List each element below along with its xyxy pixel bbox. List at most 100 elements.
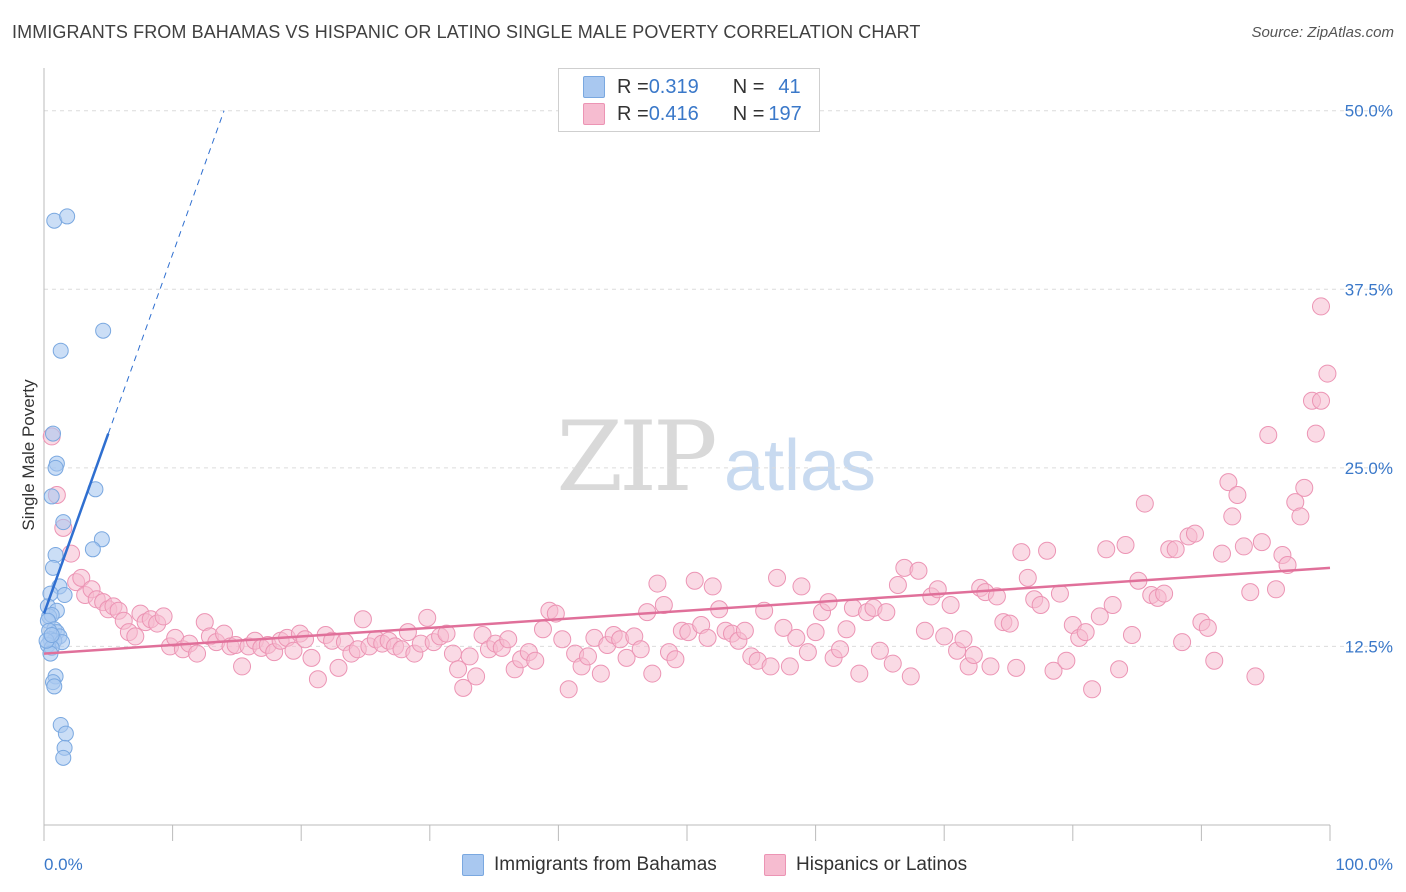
bottom-legend-swatch-hispanic — [764, 854, 786, 876]
legend-n-value: 41 — [778, 75, 801, 98]
point-hispanic — [1223, 507, 1242, 526]
legend-r-label: R = — [617, 75, 649, 98]
point-hispanic — [901, 667, 920, 686]
point-hispanic — [768, 568, 787, 587]
point-hispanic — [761, 657, 780, 676]
point-hispanic — [233, 657, 252, 676]
legend-r-value: 0.319 — [648, 75, 699, 98]
point-hispanic — [126, 627, 145, 646]
point-bahamas — [52, 342, 69, 359]
bottom-legend-label-bahamas: Immigrants from Bahamas — [494, 854, 717, 875]
point-hispanic — [1295, 478, 1314, 497]
point-hispanic — [964, 646, 983, 664]
point-hispanic — [735, 621, 754, 640]
point-hispanic — [1155, 584, 1174, 603]
x-tick-label-max: 100.0% — [1335, 855, 1393, 874]
point-hispanic — [1198, 618, 1217, 637]
point-hispanic — [1266, 580, 1285, 599]
point-hispanic — [1007, 658, 1026, 677]
point-hispanic — [798, 643, 817, 662]
point-hispanic — [1057, 651, 1076, 670]
watermark-atlas: atlas — [724, 426, 876, 506]
point-bahamas — [46, 678, 63, 695]
point-hispanic — [1038, 541, 1057, 560]
point-hispanic — [1116, 536, 1135, 554]
point-hispanic — [1306, 424, 1325, 443]
point-hispanic — [685, 571, 704, 590]
point-hispanic — [954, 630, 973, 649]
point-hispanic — [850, 664, 869, 683]
point-hispanic — [591, 664, 610, 683]
point-hispanic — [418, 608, 437, 627]
point-hispanic — [72, 568, 91, 587]
stats-legend: R = 0.319 N = 41 R = 0.416 N = 197 — [558, 68, 820, 132]
bottom-legend-hispanic: Hispanics or Latinos — [764, 852, 967, 878]
point-hispanic — [883, 654, 902, 673]
point-hispanic — [546, 604, 565, 623]
point-bahamas — [43, 627, 60, 643]
point-hispanic — [1012, 543, 1031, 562]
point-hispanic — [1205, 651, 1224, 670]
point-hispanic — [915, 621, 934, 640]
point-hispanic — [1246, 667, 1265, 686]
bottom-legend-swatch-bahamas — [462, 854, 484, 876]
legend-swatch-hispanic — [583, 103, 605, 125]
point-hispanic — [578, 647, 597, 666]
point-bahamas — [47, 459, 64, 476]
point-hispanic — [449, 660, 468, 679]
point-hispanic — [1000, 614, 1019, 633]
point-hispanic — [454, 678, 473, 697]
point-hispanic — [1031, 596, 1050, 614]
legend-r-value: 0.416 — [648, 102, 699, 125]
point-hispanic — [643, 664, 662, 683]
point-hispanic — [284, 641, 303, 660]
legend-n-value: 197 — [768, 102, 802, 125]
point-bahamas — [57, 725, 74, 742]
point-hispanic — [467, 667, 486, 686]
point-hispanic — [1291, 507, 1310, 526]
point-hispanic — [831, 640, 850, 659]
point-hispanic — [302, 648, 321, 667]
chart-title: IMMIGRANTS FROM BAHAMAS VS HISPANIC OR L… — [12, 22, 921, 42]
point-hispanic — [1311, 297, 1330, 316]
point-bahamas — [56, 587, 73, 603]
point-hispanic — [1212, 544, 1231, 563]
watermark-zip: ZIP — [556, 401, 715, 513]
point-hispanic — [648, 574, 667, 593]
point-hispanic — [296, 630, 315, 649]
point-hispanic — [935, 627, 954, 646]
point-hispanic — [1097, 540, 1116, 559]
point-hispanic — [1103, 596, 1122, 614]
point-hispanic — [698, 628, 717, 647]
point-hispanic — [1122, 626, 1141, 644]
point-hispanic — [1219, 473, 1238, 492]
point-hispanic — [806, 623, 825, 642]
legend-n-label: N = — [732, 75, 765, 98]
point-hispanic — [1241, 583, 1260, 602]
point-bahamas — [95, 322, 112, 339]
y-tick-label: 25.0% — [1345, 459, 1393, 478]
trendline-bahamas-extended — [107, 110, 225, 434]
point-bahamas — [45, 425, 62, 442]
point-hispanic — [526, 651, 545, 670]
point-hispanic — [888, 576, 907, 594]
point-bahamas — [55, 514, 72, 531]
point-bahamas — [93, 531, 110, 548]
point-bahamas — [55, 749, 72, 766]
y-axis-label: Single Male Poverty — [19, 379, 38, 531]
point-hispanic — [792, 577, 811, 596]
point-hispanic — [1166, 540, 1185, 559]
point-hispanic — [1311, 391, 1330, 410]
point-hispanic — [877, 603, 896, 622]
point-hispanic — [780, 657, 799, 676]
point-hispanic — [1110, 660, 1129, 679]
point-hispanic — [703, 577, 722, 596]
point-hispanic — [617, 648, 636, 667]
point-hispanic — [981, 657, 1000, 676]
point-hispanic — [460, 647, 479, 666]
point-hispanic — [553, 630, 572, 649]
point-hispanic — [308, 670, 327, 689]
point-hispanic — [1135, 494, 1154, 513]
point-hispanic — [631, 640, 650, 659]
